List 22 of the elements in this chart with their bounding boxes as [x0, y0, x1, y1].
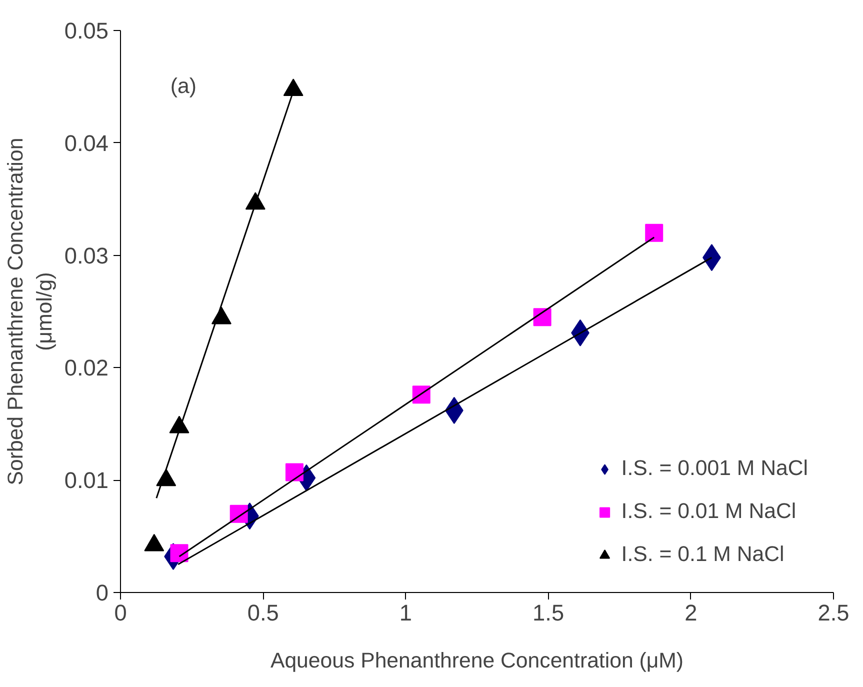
point — [285, 463, 304, 482]
legend-label: I.S. = 0.01 M NaCl — [621, 499, 796, 524]
y-tick-label: 0.02 — [64, 354, 109, 381]
y-tick-label: 0.01 — [64, 467, 109, 494]
y-tick-label: 0.05 — [64, 18, 109, 44]
x-tick-label: 0.5 — [247, 600, 279, 626]
y-axis-title: Sorbed Phenanthrene Concentration (μmol/g) — [4, 138, 56, 486]
y-tick-label: 0.03 — [64, 242, 109, 268]
x-tick-label: 1 — [399, 600, 412, 626]
x-tick-label: 2.5 — [818, 600, 850, 626]
legend-label: I.S. = 0.001 M NaCl — [621, 456, 808, 481]
point — [170, 544, 188, 562]
x-tick-label: 0 — [114, 600, 127, 626]
x-tick-label: 1.5 — [532, 600, 564, 626]
point — [645, 224, 664, 242]
y-tick-label: 0.04 — [64, 130, 109, 156]
legend-label: I.S. = 0.1 M NaCl — [621, 542, 784, 567]
annotation: (a) — [170, 74, 196, 98]
point — [533, 308, 552, 326]
x-axis-title: Aqueous Phenanthrene Concentration (μM) — [270, 648, 684, 672]
y-tick-label: 0 — [96, 580, 109, 606]
x-tick-label: 2 — [684, 600, 698, 626]
